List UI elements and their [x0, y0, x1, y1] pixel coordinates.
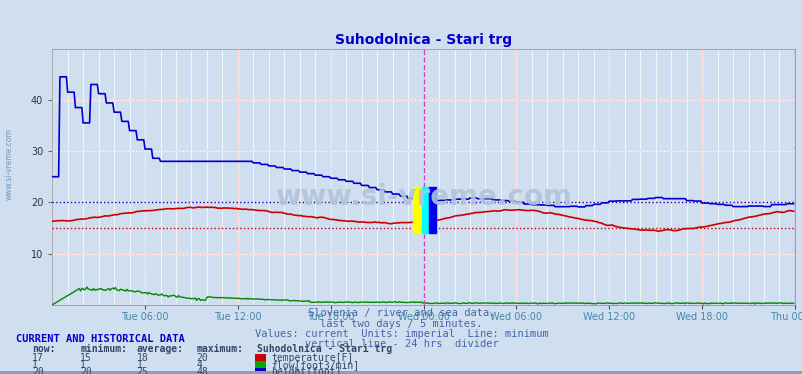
Text: 1: 1	[32, 360, 38, 370]
Text: last two days / 5 minutes.: last two days / 5 minutes.	[320, 319, 482, 328]
Text: 1: 1	[136, 360, 142, 370]
Text: maximum:: maximum:	[196, 344, 244, 354]
Text: Slovenia / river and sea data.: Slovenia / river and sea data.	[307, 308, 495, 318]
Text: 20: 20	[196, 353, 209, 363]
Text: 20: 20	[32, 367, 44, 374]
Text: Suhodolnica - Stari trg: Suhodolnica - Stari trg	[257, 344, 391, 354]
Text: 17: 17	[32, 353, 44, 363]
Text: vertical line - 24 hrs  divider: vertical line - 24 hrs divider	[304, 340, 498, 349]
Text: CURRENT AND HISTORICAL DATA: CURRENT AND HISTORICAL DATA	[16, 334, 184, 344]
Text: www.si-vreme.com: www.si-vreme.com	[275, 183, 571, 211]
Text: average:: average:	[136, 344, 184, 354]
Text: 1: 1	[80, 360, 86, 370]
Text: 4: 4	[196, 360, 202, 370]
Bar	[413, 187, 422, 233]
Text: flow[foot3/min]: flow[foot3/min]	[271, 360, 359, 370]
Text: www.si-vreme.com: www.si-vreme.com	[5, 129, 14, 200]
Text: 25: 25	[136, 367, 148, 374]
Text: minimum:: minimum:	[80, 344, 128, 354]
Text: temperature[F]: temperature[F]	[271, 353, 353, 363]
Text: Values: current  Units: imperial  Line: minimum: Values: current Units: imperial Line: mi…	[254, 329, 548, 339]
Text: 15: 15	[80, 353, 92, 363]
Text: now:: now:	[32, 344, 55, 354]
Text: height[foot]: height[foot]	[271, 367, 342, 374]
Text: 48: 48	[196, 367, 209, 374]
Bar	[428, 187, 436, 233]
Text: 18: 18	[136, 353, 148, 363]
Text: 20: 20	[80, 367, 92, 374]
Bar	[422, 187, 428, 233]
Title: Suhodolnica - Stari trg: Suhodolnica - Stari trg	[334, 33, 512, 47]
